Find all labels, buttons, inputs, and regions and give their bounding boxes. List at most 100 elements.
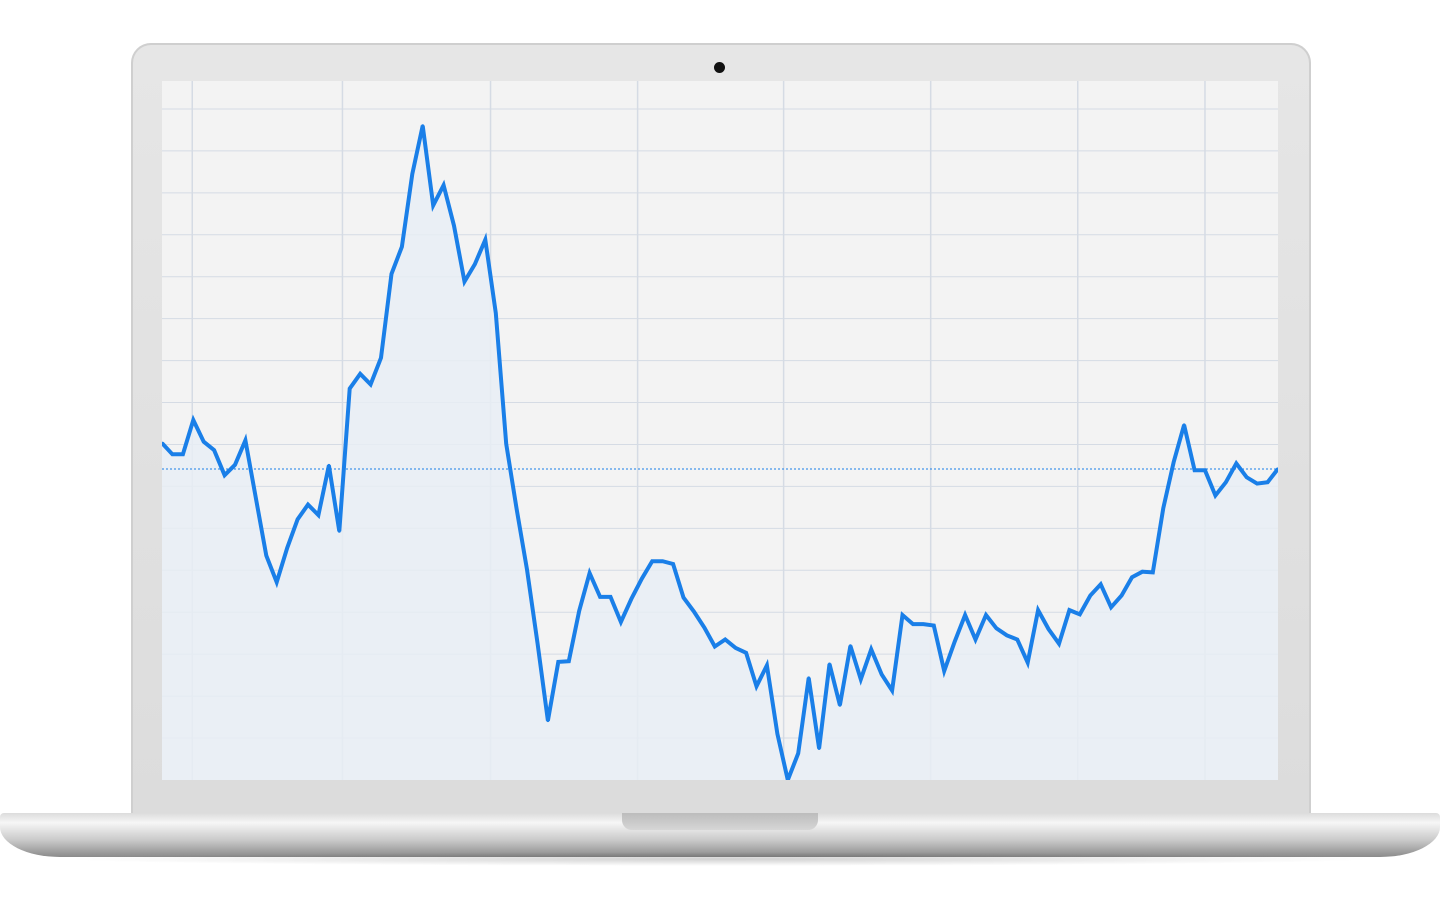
data-point [702, 626, 706, 630]
data-point [442, 183, 446, 187]
data-point [974, 638, 977, 641]
data-point [901, 613, 904, 617]
data-point [723, 638, 727, 641]
data-point [1182, 423, 1186, 427]
data-point [1193, 468, 1197, 472]
data-point [162, 441, 164, 445]
data-point [567, 659, 571, 663]
data-point [1036, 608, 1040, 612]
camera-icon [714, 62, 725, 73]
data-point [984, 613, 988, 617]
laptop-notch [622, 813, 818, 830]
data-point [473, 262, 477, 266]
data-point [233, 463, 237, 467]
data-point [869, 647, 873, 651]
data-point [1088, 594, 1092, 597]
data-point [1266, 480, 1270, 484]
data-point [275, 580, 279, 584]
data-point [911, 622, 915, 626]
data-point [942, 669, 946, 673]
data-point [306, 503, 310, 507]
data-point [1120, 594, 1124, 597]
data-point [755, 684, 758, 688]
data-point [734, 646, 738, 650]
data-point [807, 676, 811, 680]
data-point [1067, 608, 1071, 612]
data-point [671, 562, 675, 566]
data-point [619, 620, 623, 624]
data-point [515, 507, 519, 511]
data-point [296, 517, 300, 521]
data-point [525, 568, 529, 572]
data-point [932, 624, 936, 627]
data-point [452, 224, 456, 228]
data-point [390, 272, 393, 276]
data-point [953, 640, 957, 644]
data-point [337, 529, 341, 533]
data-point [588, 571, 592, 575]
data-point [713, 645, 717, 648]
data-point [421, 124, 425, 128]
data-point [379, 356, 383, 360]
data-point [483, 238, 487, 242]
data-point [264, 554, 268, 558]
data-point [650, 559, 654, 563]
data-point [1172, 460, 1176, 464]
data-point [546, 719, 550, 723]
data-point [1015, 638, 1019, 641]
data-point [577, 609, 581, 613]
data-point [796, 751, 800, 755]
laptop-screen [162, 81, 1278, 780]
data-point [316, 513, 320, 517]
data-point [598, 595, 602, 599]
data-point [765, 663, 769, 667]
data-point [170, 452, 174, 456]
data-point [358, 372, 362, 376]
data-points [162, 124, 1278, 780]
laptop-shadow [60, 852, 1380, 866]
data-point [191, 418, 195, 422]
data-point [504, 442, 508, 446]
data-point [254, 496, 258, 500]
data-point [1140, 570, 1144, 574]
data-point [1203, 468, 1207, 472]
data-point [463, 280, 466, 284]
data-point [223, 473, 227, 477]
data-point [1276, 467, 1278, 471]
data-point [400, 245, 404, 249]
data-point [1130, 575, 1134, 579]
data-point [431, 203, 435, 207]
data-point [921, 622, 925, 626]
data-point [661, 559, 665, 563]
data-point [880, 673, 884, 676]
data-point [212, 448, 216, 452]
data-point [1224, 480, 1228, 484]
data-point [327, 463, 331, 467]
data-point [786, 778, 790, 780]
data-point [1245, 475, 1249, 479]
series-area-fill [162, 125, 1278, 780]
data-point [410, 172, 414, 176]
data-point [775, 732, 779, 736]
data-point [828, 662, 831, 666]
data-point [494, 311, 498, 315]
data-point [1213, 494, 1217, 497]
data-point [682, 596, 685, 600]
data-point [536, 641, 539, 645]
data-point [609, 595, 612, 599]
data-point [1005, 633, 1009, 637]
data-point [348, 387, 352, 391]
data-point [817, 747, 821, 750]
data-point [1255, 482, 1259, 486]
data-point [744, 651, 748, 655]
data-point [890, 689, 894, 692]
data-point [1151, 570, 1155, 574]
data-point [994, 626, 998, 630]
data-point [1234, 461, 1238, 465]
data-point [1099, 582, 1103, 586]
data-point [1161, 506, 1165, 510]
data-point [838, 703, 842, 707]
data-point [369, 382, 373, 386]
data-point [848, 644, 852, 648]
data-point [640, 577, 644, 581]
